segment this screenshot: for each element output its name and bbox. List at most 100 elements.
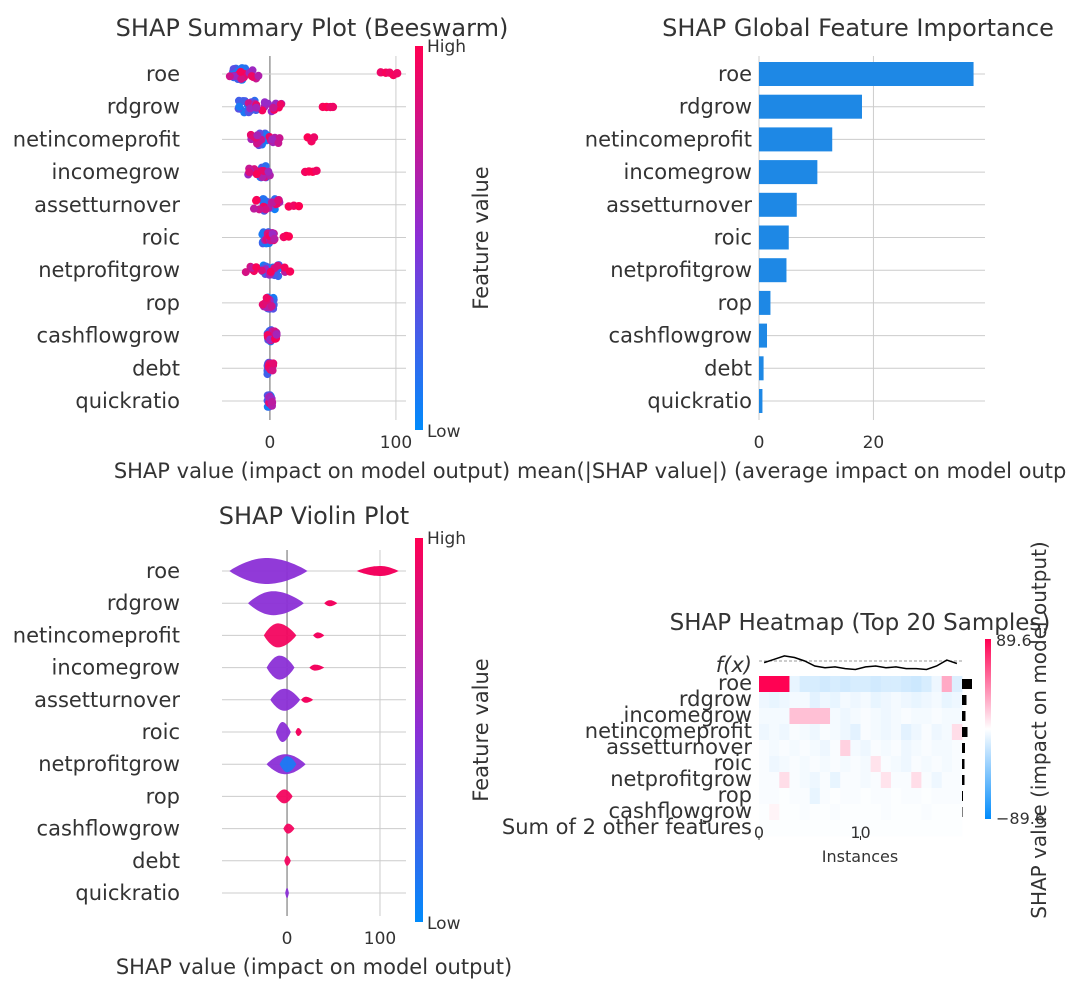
heatmap-fx-line xyxy=(759,655,962,671)
heatmap-row-label: incomegrow xyxy=(624,703,752,727)
heatmap-cell xyxy=(931,772,943,789)
heatmap-cell xyxy=(759,804,770,821)
heatmap-cell xyxy=(931,740,943,757)
violin-title: SHAP Violin Plot xyxy=(219,502,409,530)
heatmap-cell xyxy=(850,676,861,693)
heatmap-importance-bar xyxy=(962,807,963,817)
heatmap-row-label: Sum of 2 other features xyxy=(502,815,752,839)
heatmap-cell xyxy=(840,772,851,789)
violin-body xyxy=(283,823,295,834)
heatmap-cell xyxy=(941,692,953,709)
beeswarm-x-tick-label: 100 xyxy=(380,433,412,453)
heatmap-panel: SHAP Heatmap (Top 20 Samples) roerdgrowi… xyxy=(502,541,1051,918)
heatmap-cell xyxy=(840,740,851,757)
beeswarm-point xyxy=(272,330,281,339)
heatmap-cell xyxy=(901,692,912,709)
heatmap-cell xyxy=(789,804,800,821)
heatmap-cell xyxy=(890,804,902,821)
heatmap-cell xyxy=(819,724,831,741)
beeswarm-point xyxy=(266,267,275,276)
beeswarm-point xyxy=(225,72,234,81)
heatmap-x-label: Instances xyxy=(822,847,898,866)
heatmap-cell xyxy=(799,708,811,725)
heatmap-cell xyxy=(901,740,912,757)
heatmap-cell xyxy=(890,772,902,789)
heatmap-cell xyxy=(840,788,851,805)
heatmap-cell xyxy=(789,708,800,725)
heatmap-cell xyxy=(830,692,841,709)
heatmap-cell xyxy=(951,756,963,773)
beeswarm-point xyxy=(312,166,321,175)
beeswarm-colorbar-high: High xyxy=(427,37,466,57)
heatmap-cell xyxy=(941,820,953,837)
heatmap-cell xyxy=(901,804,912,821)
heatmap-cell xyxy=(860,756,872,773)
heatmap-cell xyxy=(809,724,821,741)
beeswarm-point xyxy=(294,201,304,211)
heatmap-importance-bar xyxy=(962,791,963,801)
heatmap-fx-label: f(x) xyxy=(716,653,752,677)
beeswarm-feature-label: debt xyxy=(132,356,180,380)
heatmap-row-label: roe xyxy=(718,671,752,695)
heatmap-cell xyxy=(840,692,851,709)
heatmap-cell xyxy=(951,708,963,725)
importance-feature-label: debt xyxy=(704,356,752,380)
heatmap-cell xyxy=(779,788,790,805)
heatmap-cell xyxy=(769,804,780,821)
importance-bars xyxy=(759,62,974,413)
heatmap-cell xyxy=(951,788,963,805)
importance-feature-label: rop xyxy=(718,291,752,315)
beeswarm-point xyxy=(269,359,278,368)
heatmap-cell xyxy=(870,788,882,805)
importance-title: SHAP Global Feature Importance xyxy=(662,14,1054,42)
heatmap-importance-bar xyxy=(962,743,965,753)
heatmap-cell xyxy=(880,692,892,709)
heatmap-cell xyxy=(769,772,780,789)
importance-bar xyxy=(759,94,862,119)
heatmap-cell xyxy=(779,692,790,709)
heatmap-cell xyxy=(789,676,800,693)
heatmap-importance-bars xyxy=(962,679,972,817)
beeswarm-point xyxy=(264,167,273,176)
heatmap-row-label: roic xyxy=(714,751,752,775)
importance-bar xyxy=(759,389,763,413)
violin-tail xyxy=(301,696,314,703)
heatmap-cell xyxy=(951,772,963,789)
violin-body xyxy=(263,623,297,648)
heatmap-cell xyxy=(799,772,811,789)
heatmap-cell xyxy=(789,756,800,773)
heatmap-importance-bar xyxy=(962,711,966,721)
heatmap-cell xyxy=(840,804,851,821)
heatmap-cell xyxy=(951,676,963,693)
importance-feature-label: netincomeprofit xyxy=(585,127,752,151)
heatmap-cell xyxy=(870,676,882,693)
violin-feature-labels: roe rdgrow netincomeprofit incomegrow assett… xyxy=(13,559,181,905)
heatmap-cell xyxy=(890,820,902,837)
heatmap-cell xyxy=(921,692,932,709)
beeswarm-point xyxy=(276,100,285,109)
heatmap-cell xyxy=(951,724,963,741)
heatmap-cell xyxy=(951,692,963,709)
violin-feature-label: incomegrow xyxy=(52,656,180,680)
heatmap-cell xyxy=(809,692,821,709)
heatmap-cell xyxy=(951,820,963,837)
heatmap-cell xyxy=(850,708,861,725)
heatmap-cell xyxy=(809,708,821,725)
heatmap-cell xyxy=(789,788,800,805)
heatmap-cell xyxy=(931,676,943,693)
heatmap-cell xyxy=(880,724,892,741)
beeswarm-feature-label: roic xyxy=(142,226,180,250)
beeswarm-title: SHAP Summary Plot (Beeswarm) xyxy=(116,14,509,42)
heatmap-cell xyxy=(830,772,841,789)
heatmap-cell xyxy=(921,708,932,725)
heatmap-row-label: cashflowgrow xyxy=(609,799,752,823)
heatmap-cell xyxy=(911,708,922,725)
beeswarm-point xyxy=(247,72,256,81)
heatmap-cell xyxy=(789,740,800,757)
violin-x-tick-label: 100 xyxy=(364,929,396,949)
heatmap-cell xyxy=(769,756,780,773)
heatmap-cell xyxy=(860,708,872,725)
heatmap-cell xyxy=(901,724,912,741)
heatmap-cell xyxy=(850,788,861,805)
